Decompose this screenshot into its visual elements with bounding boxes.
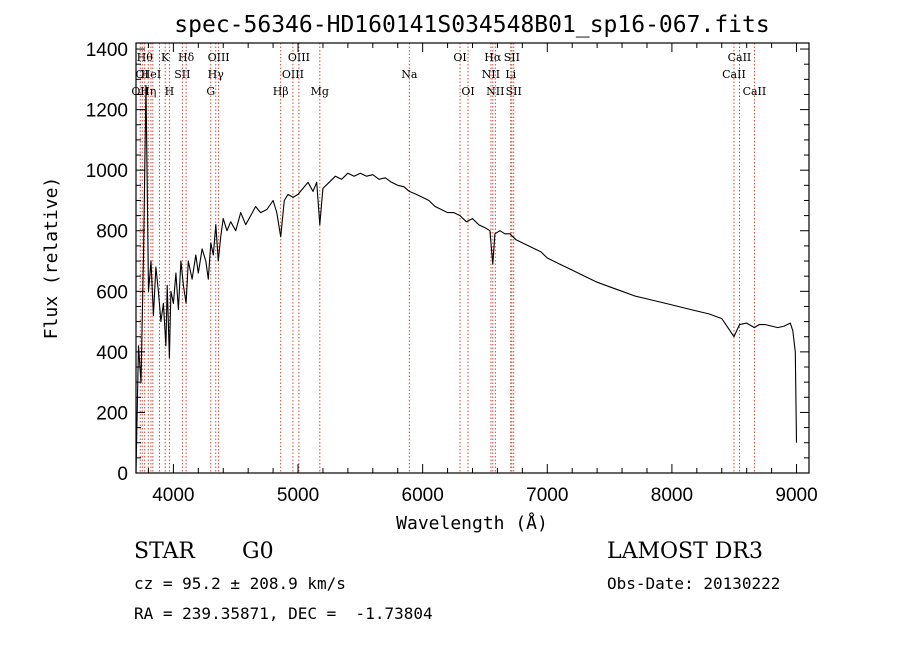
line-label-17: Mg: [311, 85, 329, 98]
line-label-24: Li: [505, 68, 516, 81]
line-label-2: Hθ: [137, 51, 154, 64]
chart-title: spec-56346-HD160141S034548B01_sp16-067.f…: [174, 12, 769, 38]
x-tick-label-0: 4000: [152, 485, 194, 506]
y-tick-label-4: 800: [96, 222, 128, 243]
line-label-20: OI: [461, 85, 474, 98]
line-label-21: NII: [482, 68, 500, 81]
object-class: STAR: [134, 539, 195, 564]
plot-frame: [135, 42, 810, 474]
line-label-10: Hδ: [178, 51, 195, 64]
x-tick-label-4: 8000: [651, 485, 693, 506]
line-label-19: OI: [453, 51, 466, 64]
spectral-subclass: G0: [242, 539, 274, 564]
line-label-9: SII: [174, 68, 190, 81]
y-axis-title: Flux (relative): [41, 177, 62, 340]
line-label-15: OIII: [282, 68, 304, 81]
line-label-3: Hη: [140, 85, 156, 98]
line-label-1: OI: [136, 68, 149, 81]
y-axis-ticks: 0 200 400 600 800 1000 1200 1400: [86, 40, 809, 485]
y-tick-label-5: 1000: [86, 161, 128, 182]
spectral-line-markers: [139, 43, 755, 473]
line-label-22: Hα: [484, 51, 502, 64]
line-label-18: Na: [401, 68, 418, 81]
line-label-11: G: [206, 85, 215, 98]
redshift-text: cz = 95.2 ± 208.9 km/s: [134, 574, 346, 593]
y-tick-label-6: 1200: [86, 101, 128, 122]
y-tick-label-3: 600: [96, 282, 128, 303]
line-label-16: OIII: [288, 51, 310, 64]
x-tick-label-5: 9000: [775, 485, 817, 506]
y-tick-label-2: 400: [96, 343, 128, 364]
line-label-13: OIII: [208, 51, 230, 64]
line-label-25: SII: [504, 51, 520, 64]
x-axis-ticks: 4000 5000 6000 7000 8000 9000: [147, 43, 818, 506]
x-tick-label-2: 6000: [402, 485, 444, 506]
line-label-26: SII: [506, 85, 522, 98]
line-label-8: H: [165, 85, 175, 98]
y-tick-label-7: 1400: [86, 40, 128, 61]
x-tick-label-1: 5000: [277, 485, 319, 506]
line-label-7: K: [161, 51, 170, 64]
line-label-23: NII: [486, 85, 504, 98]
x-axis-title: Wavelength (Å): [396, 512, 548, 534]
survey-name: LAMOST DR3: [607, 539, 763, 564]
line-label-12: Hγ: [208, 68, 225, 81]
line-label-14: Hβ: [273, 85, 289, 98]
line-label-29: CaII: [743, 85, 767, 98]
coordinates-text: RA = 239.35871, DEC = -1.73804: [134, 604, 433, 623]
y-tick-label-0: 0: [117, 464, 128, 485]
x-tick-label-3: 7000: [526, 485, 568, 506]
line-label-27: CaII: [722, 68, 746, 81]
spectral-line-labels: OIIOIHθHηHeIKHSIIHδGHγOIIIHβOIIIOIIIMgNa…: [131, 51, 766, 98]
observation-date: Obs-Date: 20130222: [607, 574, 781, 593]
spectrum-line: [135, 84, 798, 474]
line-label-4: HeI: [141, 68, 161, 81]
y-tick-label-1: 200: [96, 403, 128, 424]
line-label-28: CaII: [728, 51, 752, 64]
